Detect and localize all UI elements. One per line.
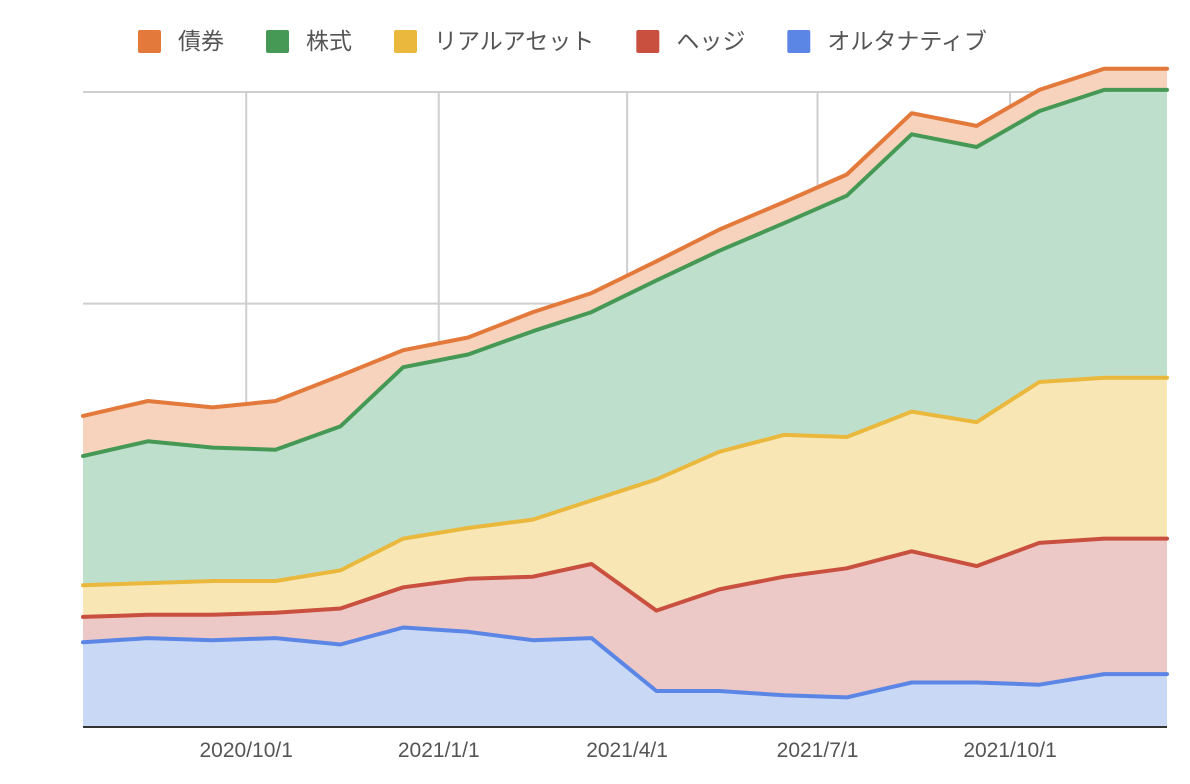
- x-axis-ticks: 2020/10/1 2021/1/1 2021/4/1 2021/7/1 2021/10…: [200, 739, 1057, 762]
- area-e9b83d: [83, 377, 1167, 617]
- legend-label: ヘッジ: [676, 29, 745, 55]
- series-lines: [81, 66, 1169, 700]
- x-tick-label: 2020/10/1: [200, 739, 293, 762]
- legend-swatch: [636, 30, 660, 53]
- legend: 債券 株式 リアルアセット ヘッジ オルタナティブ: [138, 29, 987, 55]
- legend-label: 株式: [306, 29, 352, 55]
- legend-swatch: [394, 30, 417, 53]
- x-tick-label: 2021/7/1: [777, 739, 859, 762]
- area-c94f3e: [83, 538, 1167, 698]
- line-469955: [81, 87, 1169, 459]
- area-5b86e5: [83, 627, 1167, 727]
- line-e9b83d: [81, 375, 1169, 588]
- area-469955: [83, 89, 1167, 586]
- line-c94f3e: [81, 536, 1169, 619]
- legend-label: リアルアセット: [434, 29, 594, 55]
- line-5b86e5: [81, 625, 1169, 700]
- x-tick-label: 2021/4/1: [586, 739, 668, 762]
- legend-swatch: [266, 30, 289, 53]
- area-fills: [83, 68, 1167, 727]
- legend-swatch: [787, 30, 811, 53]
- x-tick-label: 2021/10/1: [963, 739, 1056, 762]
- legend-label: 債券: [178, 29, 224, 55]
- area-e3793a: [83, 68, 1167, 457]
- x-tick-label: 2021/1/1: [398, 739, 480, 762]
- legend-swatch: [138, 30, 161, 53]
- legend-label: オルタナティブ: [827, 29, 987, 55]
- line-e3793a: [81, 66, 1169, 418]
